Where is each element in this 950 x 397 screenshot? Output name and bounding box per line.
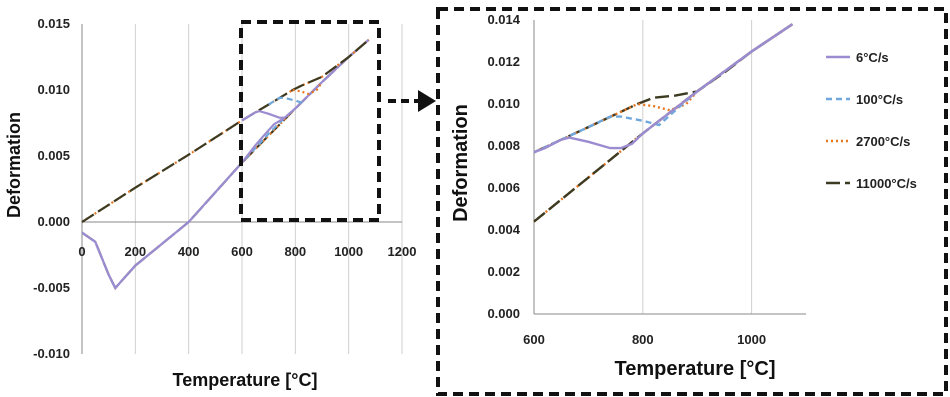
left-y-tick-labels: -0.010 -0.005 0.000 0.005 0.010 0.015 [33,16,70,361]
left-y-tick-label: 0.015 [37,16,70,31]
legend-label: 100°C/s [856,92,903,107]
left-y-tick-label: 0.005 [37,148,70,163]
zoom-arrow [388,90,436,112]
right-x-tick-label: 800 [632,332,654,347]
left-x-tick-label: 0 [78,244,85,259]
legend: 6°C/s 100°C/s 2700°C/s 11000°C/s [826,50,917,191]
right-gridlines [533,20,753,314]
right-y-axis-title: Deformation [450,104,472,222]
legend-label: 11000°C/s [856,176,917,191]
left-y-tick-label: 0.010 [37,82,70,97]
left-y-tick-label: 0.000 [37,214,70,229]
zoom-region-box [239,20,381,222]
zoom-panel-border [436,7,948,396]
right-y-tick-label: 0.010 [487,96,520,111]
right-series-line [533,23,794,154]
right-series-line [533,23,794,223]
right-y-tick-label: 0.004 [487,222,520,237]
right-y-tick-label: 0.000 [487,306,520,321]
right-y-tick-labels: 0.000 0.002 0.004 0.006 0.008 0.010 0.012 0.014 [487,12,520,321]
right-x-tick-label: 600 [523,332,545,347]
right-x-tick-labels: 600 800 1000 [523,332,766,347]
left-x-tick-label: 800 [284,244,306,259]
left-x-tick-label: 400 [178,244,200,259]
left-chart: -0.010 -0.005 0.000 0.005 0.010 0.015 0 200 400… [4,16,416,390]
right-series-line [533,23,794,154]
left-x-axis-title: Temperature [°C] [173,370,318,390]
left-x-tick-label: 1200 [388,244,417,259]
left-x-tick-label: 200 [124,244,146,259]
right-y-tick-label: 0.006 [487,180,520,195]
right-y-tick-label: 0.014 [487,12,520,27]
left-branch-line [241,109,285,122]
arrow-head-icon [418,90,436,112]
left-x-tick-labels: 0 200 400 600 800 1000 1200 [78,244,416,259]
right-chart: 0.000 0.002 0.004 0.006 0.008 0.010 0.012 0.014… [450,12,917,380]
left-branch-line [268,96,304,106]
right-y-tick-label: 0.012 [487,54,520,69]
right-series-line [533,23,794,223]
left-y-tick-label: -0.005 [33,280,70,295]
left-upper-line [81,38,370,223]
right-series-group [533,23,794,223]
left-x-tick-label: 600 [231,244,253,259]
left-x-tick-label: 1000 [334,244,363,259]
right-y-tick-label: 0.002 [487,264,520,279]
legend-label: 6°C/s [856,50,889,65]
left-branch-line [292,81,323,96]
right-x-axis-title: Temperature [°C] [615,358,776,380]
right-y-tick-label: 0.008 [487,138,520,153]
right-x-tick-label: 1000 [737,332,766,347]
left-y-tick-label: -0.010 [33,346,70,361]
left-y-axis-title: Deformation [4,112,24,218]
left-series-group [81,38,370,290]
legend-label: 2700°C/s [856,134,910,149]
